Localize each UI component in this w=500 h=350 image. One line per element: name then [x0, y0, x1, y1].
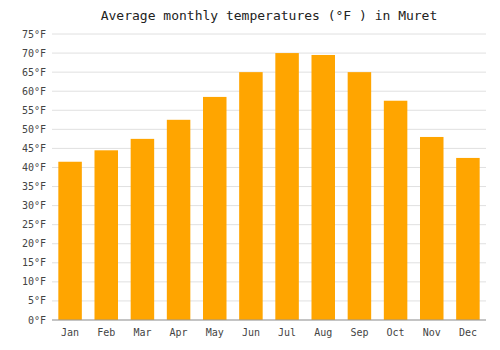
bar	[275, 53, 299, 320]
bars	[58, 53, 479, 320]
y-tick-label: 10°F	[22, 276, 46, 287]
x-tick-label: Jul	[278, 327, 296, 338]
x-axis: Jan Feb Mar Apr May Jun Jul Aug Sep Oct Nov Dec	[52, 320, 486, 338]
x-tick-label: Feb	[97, 327, 115, 338]
bar	[456, 158, 480, 320]
x-tick-label: Jun	[242, 327, 260, 338]
bar	[420, 137, 444, 320]
y-tick-label: 15°F	[22, 257, 46, 268]
x-tick-label: May	[206, 327, 224, 338]
grid-line	[52, 110, 486, 111]
x-tick-label: Apr	[170, 327, 188, 338]
bar	[94, 150, 118, 320]
grid-line	[52, 72, 486, 73]
y-tick-label: 70°F	[22, 48, 46, 59]
grid-line	[52, 320, 486, 321]
y-tick-label: 40°F	[22, 162, 46, 173]
y-tick-label: 60°F	[22, 86, 46, 97]
y-tick-label: 55°F	[22, 105, 46, 116]
x-tick-label: Dec	[459, 327, 477, 338]
chart: Average monthly temperatures (°F ) in Mu…	[0, 0, 500, 350]
x-tick-label: Oct	[387, 327, 405, 338]
y-tick-label: 75°F	[22, 29, 46, 40]
x-tick-label: Mar	[133, 327, 151, 338]
y-tick-label: 0°F	[28, 315, 46, 326]
x-tick-label: Nov	[423, 327, 441, 338]
grid-line	[52, 34, 486, 35]
grid-line	[52, 129, 486, 130]
bar	[203, 97, 227, 320]
y-tick-label: 30°F	[22, 200, 46, 211]
y-tick-label: 65°F	[22, 67, 46, 78]
x-axis-line	[52, 320, 486, 321]
x-tick-label: Jan	[61, 327, 79, 338]
x-tick-label: Aug	[314, 327, 332, 338]
y-axis: 0°F 5°F 10°F 15°F 20°F 25°F 30°F 35°F 40°F 45°F 50…	[22, 29, 486, 326]
grid-line	[52, 53, 486, 54]
bar	[167, 120, 191, 320]
grid-line	[52, 91, 486, 92]
bar	[348, 72, 372, 320]
y-tick-label: 35°F	[22, 181, 46, 192]
y-tick-label: 50°F	[22, 124, 46, 135]
y-tick-label: 5°F	[28, 295, 46, 306]
title: Average monthly temperatures (°F ) in Mu…	[101, 8, 438, 23]
y-tick-label: 45°F	[22, 143, 46, 154]
bar	[239, 72, 263, 320]
bar	[311, 55, 335, 320]
y-tick-label: 25°F	[22, 219, 46, 230]
bar	[384, 101, 408, 320]
bar	[58, 162, 82, 320]
x-tick-label: Sep	[350, 327, 368, 338]
y-tick-label: 20°F	[22, 238, 46, 249]
bar	[131, 139, 155, 320]
